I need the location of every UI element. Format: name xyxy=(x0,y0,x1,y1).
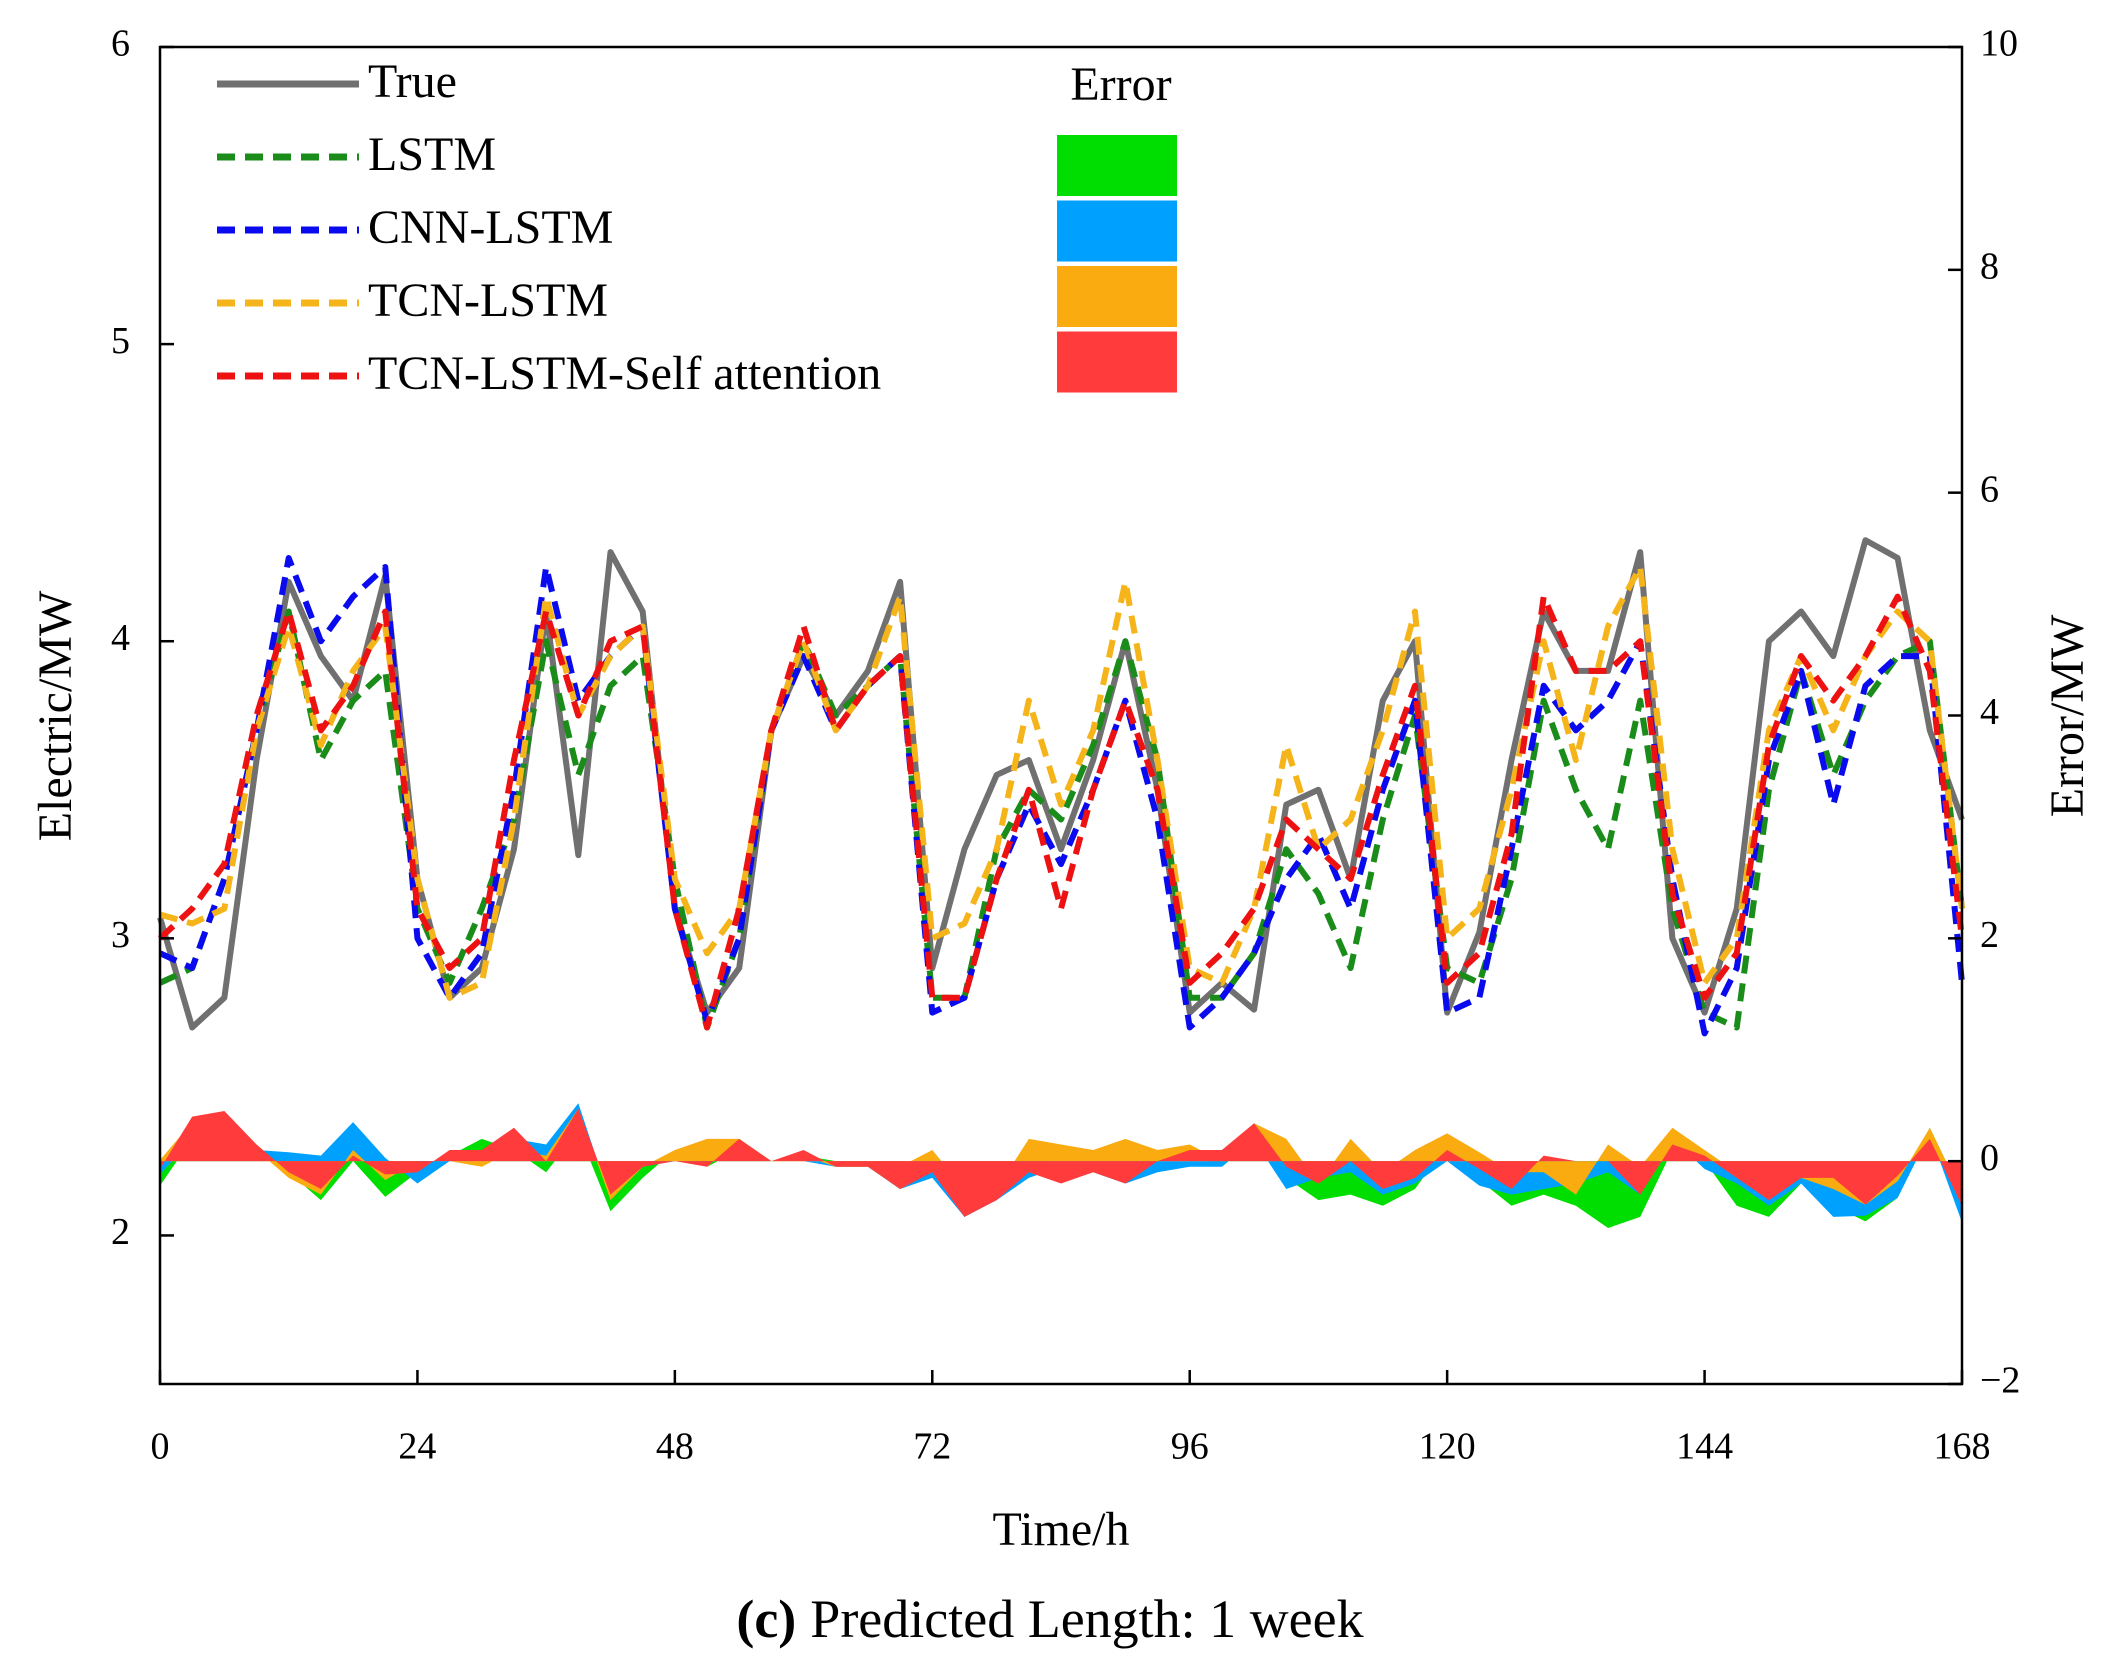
x-tick-label: 168 xyxy=(1934,1426,1991,1468)
y-tick-label: 3 xyxy=(111,914,130,956)
y-tick-label: 6 xyxy=(111,23,130,65)
error-legend-swatch xyxy=(1057,266,1177,327)
series-line xyxy=(158,608,1965,1031)
y2-tick-label: 10 xyxy=(1980,23,2018,65)
x-tick-label: 144 xyxy=(1676,1426,1733,1468)
legend: True LSTM CNN-LSTM TCN-LSTM TCN-LSTM-Self at… xyxy=(217,55,1177,400)
legend-label: TCN-LSTM xyxy=(368,274,608,327)
error-legend-swatch xyxy=(1057,135,1177,196)
caption-text: Predicted Length: 1 week xyxy=(810,1589,1363,1649)
legend-label: LSTM xyxy=(368,128,496,181)
error-legend-swatch xyxy=(1057,331,1177,393)
lines xyxy=(157,537,1965,1037)
series-line xyxy=(159,563,1965,1001)
y2-axis-title: Error/MW xyxy=(2041,614,2094,817)
error-area xyxy=(160,1116,1962,1229)
error-legend-title: Error xyxy=(1070,58,1171,111)
y-axis-title: Electric/MW xyxy=(29,590,82,841)
x-tick-label: 72 xyxy=(913,1426,951,1468)
x-tick-label: 0 xyxy=(151,1426,170,1468)
y2-tick-label: 8 xyxy=(1980,246,1999,288)
y-tick-label: 5 xyxy=(111,320,130,362)
y-tick-label: 4 xyxy=(111,617,130,659)
y2-tick-label: 2 xyxy=(1980,914,1999,956)
x-tick-label: 24 xyxy=(398,1426,436,1468)
y2-tick-label: −2 xyxy=(1980,1360,2020,1402)
x-tick-label: 48 xyxy=(656,1426,694,1468)
legend-label: TCN-LSTM-Self attention xyxy=(368,347,881,400)
legend-label: CNN-LSTM xyxy=(368,201,613,254)
caption-label: (c) xyxy=(736,1589,796,1649)
y2-tick-label: 0 xyxy=(1980,1137,1999,1179)
legend-label: True xyxy=(368,55,457,108)
error-areas xyxy=(160,1103,1962,1229)
series-line xyxy=(157,593,1965,1031)
x-tick-label: 96 xyxy=(1171,1426,1209,1468)
x-axis-title: Time/h xyxy=(993,1503,1130,1556)
x-tick-label: 120 xyxy=(1419,1426,1476,1468)
series-line xyxy=(158,555,1965,1037)
y2-tick-label: 6 xyxy=(1980,468,1999,510)
y-tick-label: 2 xyxy=(111,1211,130,1253)
error-legend-swatch xyxy=(1057,200,1177,262)
error-area xyxy=(160,1108,1962,1217)
caption: (c) Predicted Length: 1 week xyxy=(736,1589,1363,1649)
y2-tick-label: 4 xyxy=(1980,691,1999,733)
